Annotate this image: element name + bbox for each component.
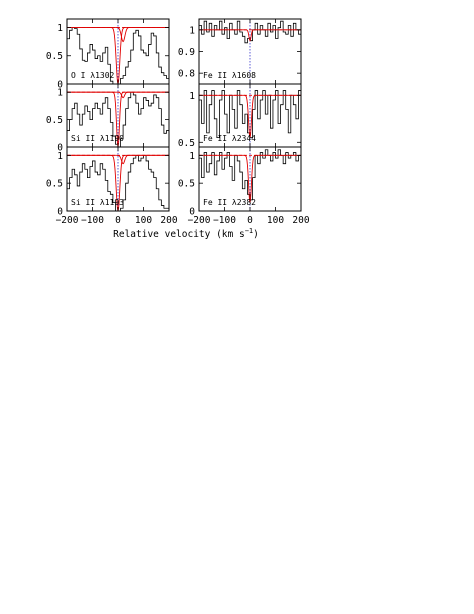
model-component-line [67, 91, 169, 99]
spectrum-panel: 0 0.5 1 Si II λ1190 [46, 83, 170, 154]
model-profile-line [199, 94, 301, 138]
y-tick-label: 1 [189, 91, 195, 102]
x-axis-title: Relative velocity (km s−1) [113, 227, 259, 240]
x-tick-label: 0 [247, 215, 253, 226]
y-tick-label: 1 [57, 88, 63, 99]
y-tick-label: 0 [189, 207, 195, 218]
model-component-line [67, 154, 169, 165]
y-tick-label: 0.5 [46, 51, 63, 62]
y-tick-label: 0.5 [178, 179, 195, 190]
panel-ion-label: Fe II λ2344 [203, 134, 256, 143]
model-profile-line [199, 29, 301, 42]
observed-spectrum-line [67, 27, 169, 84]
y-tick-label: 0 [57, 80, 63, 91]
observed-spectrum-line [67, 154, 169, 211]
panel-ion-label: Fe II λ1608 [203, 71, 256, 80]
panel-ion-label: Fe II λ2382 [203, 198, 256, 207]
x-tick-label: −100 [81, 215, 104, 226]
y-tick-label: 1 [57, 151, 63, 162]
y-tick-label: 0.5 [178, 138, 195, 149]
y-tick-label: 0.5 [46, 115, 63, 126]
x-tick-label: 200 [292, 215, 309, 226]
spectrum-panel: 0 0.5 1 O I λ1302 [46, 18, 170, 91]
y-tick-label: 0 [57, 143, 63, 154]
x-tick-label: 100 [267, 215, 284, 226]
y-tick-label: 0.8 [178, 69, 195, 80]
x-tick-label: −200 [56, 215, 79, 226]
spectrum-panel: 0.5 1 Fe II λ2344 [178, 83, 302, 149]
model-component-line [67, 27, 169, 43]
panel-ion-label: Si II λ1190 [71, 134, 124, 143]
y-tick-label: 1 [57, 23, 63, 34]
y-tick-label: 0 [57, 207, 63, 218]
x-tick-label: −100 [213, 215, 236, 226]
spectrum-panel: 0 0.5 1 −200 −100 0 100 200 Fe II λ2382 [178, 146, 310, 226]
x-tick-label: 200 [160, 215, 177, 226]
y-tick-label: 0.9 [178, 47, 195, 58]
model-profile-line [199, 154, 301, 203]
spectrum-panel: 0 0.5 1 −200 −100 0 100 200 Si II λ1193 [46, 146, 178, 226]
y-tick-label: 0.5 [46, 179, 63, 190]
y-tick-label: 1 [189, 25, 195, 36]
spectrum-panel: 0.8 0.9 1 Fe II λ1608 [178, 18, 302, 85]
x-tick-label: −200 [188, 215, 211, 226]
observed-spectrum-line [199, 149, 301, 201]
y-tick-label: 1 [189, 151, 195, 162]
panel-ion-label: O I λ1302 [71, 71, 115, 80]
panel-ion-label: Si II λ1193 [71, 198, 124, 207]
x-tick-label: 100 [135, 215, 152, 226]
x-tick-label: 0 [115, 215, 121, 226]
